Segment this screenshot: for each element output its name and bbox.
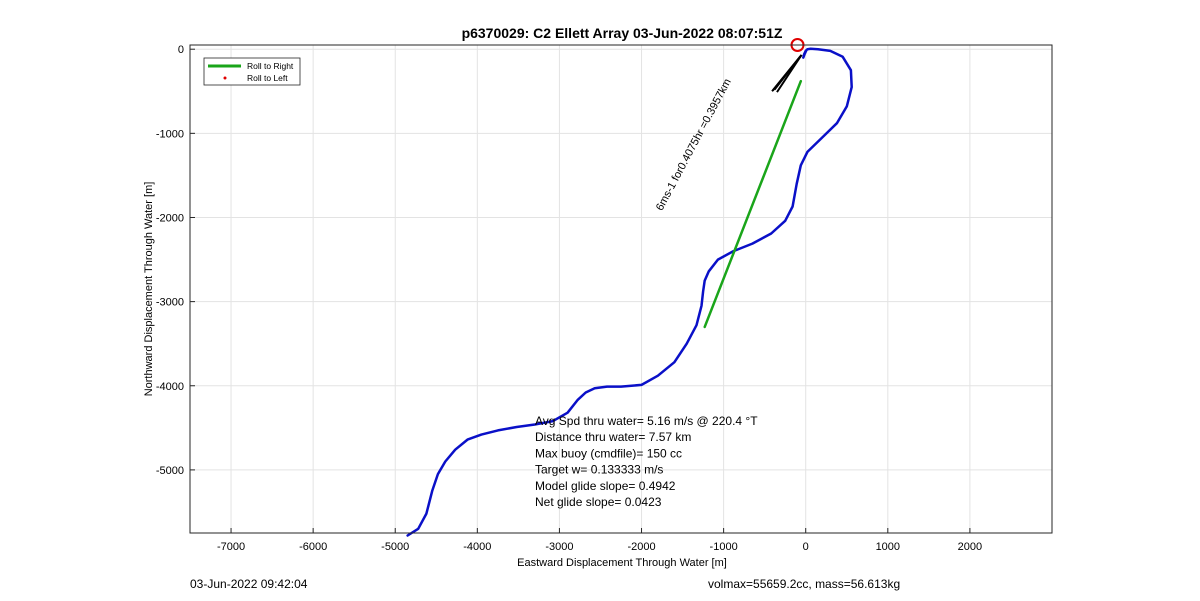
stats-text-block: Avg Spd thru water= 5.16 m/s @ 220.4 °T D… [535, 414, 758, 509]
y-tick-label: -1000 [156, 128, 184, 140]
y-tick-label: 0 [178, 44, 184, 56]
y-tick-label: -3000 [156, 297, 184, 309]
x-tick-label: -1000 [710, 541, 738, 553]
stats-line: Max buoy (cmdfile)= 150 cc [535, 446, 682, 460]
y-tick-label: -4000 [156, 381, 184, 393]
x-tick-label: 0 [803, 541, 809, 553]
legend: Roll to Right Roll to Left [203, 57, 301, 86]
trajectory-line [406, 47, 853, 537]
footer-timestamp: 03-Jun-2022 09:42:04 [190, 577, 308, 591]
chart-title: p6370029: C2 Ellett Array 03-Jun-2022 08… [462, 25, 783, 41]
x-tick-label: -5000 [381, 541, 409, 553]
x-tick-label: -3000 [545, 541, 573, 553]
roll-right-line [703, 79, 803, 329]
legend-label: Roll to Right [247, 61, 294, 71]
stats-line: Distance thru water= 7.57 km [535, 430, 691, 444]
legend-label: Roll to Left [247, 73, 288, 83]
stats-line: Model glide slope= 0.4942 [535, 479, 676, 493]
footer-volmax-mass: volmax=55659.2cc, mass=56.613kg [708, 577, 901, 591]
plot-area-frame [189, 44, 1053, 534]
x-tick-label: -7000 [217, 541, 245, 553]
x-tick-label: -6000 [299, 541, 327, 553]
y-tick-label: -2000 [156, 212, 184, 224]
legend-box [203, 57, 301, 86]
stats-line: Target w= 0.133333 m/s [535, 463, 663, 477]
stats-line: Avg Spd thru water= 5.16 m/s @ 220.4 °T [535, 414, 758, 428]
roll-arrow [773, 54, 803, 91]
axes: -7000 -6000 -5000 -4000 -3000 -2000 -1000 0 1000… [156, 44, 982, 553]
x-tick-label: -4000 [463, 541, 491, 553]
stats-line: Net glide slope= 0.0423 [535, 495, 662, 509]
x-tick-label: 2000 [958, 541, 982, 553]
plot-area-background [190, 45, 1052, 533]
x-axis-label: Eastward Displacement Through Water [m] [517, 557, 727, 569]
x-tick-label: 1000 [876, 541, 900, 553]
y-axis-label: Northward Displacement Through Water [m] [143, 182, 155, 397]
y-tick-label: -5000 [156, 465, 184, 477]
legend-swatch-roll-left [223, 76, 227, 80]
x-tick-label: -2000 [627, 541, 655, 553]
